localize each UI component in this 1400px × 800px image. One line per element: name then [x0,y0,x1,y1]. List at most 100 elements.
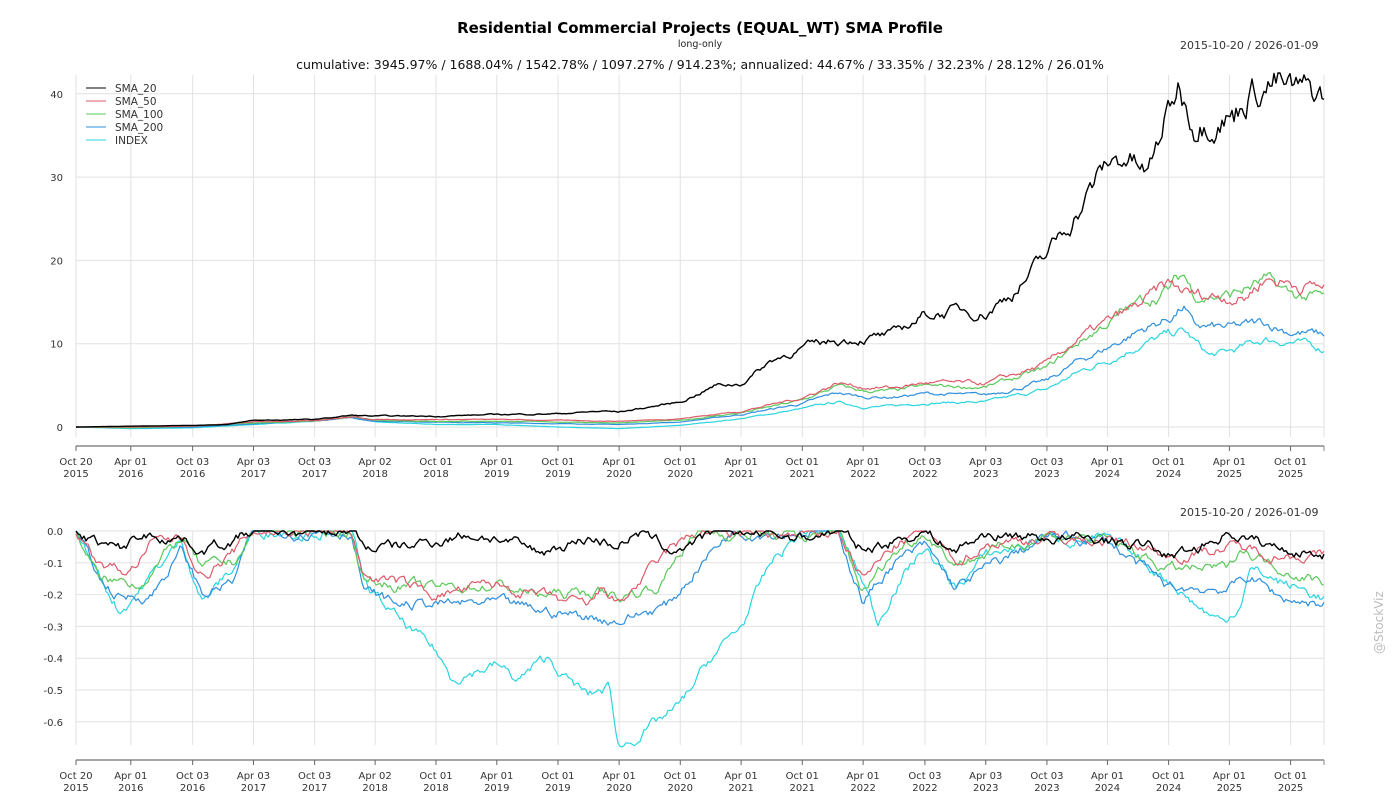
x-tick-label-year: 2020 [668,469,693,480]
x-tick-label: Apr 02 [359,771,392,782]
x-tick-label: Oct 20 [59,771,92,782]
x-tick-label-year: 2022 [912,783,937,794]
x-tick-label: Oct 20 [59,457,92,468]
x-tick-label: Oct 01 [786,771,819,782]
x-tick-label-year: 2019 [545,783,570,794]
x-tick-label-year: 2024 [1156,469,1181,480]
x-tick-label-year: 2022 [912,469,937,480]
x-tick-label: Oct 01 [419,457,452,468]
x-tick-label: Apr 01 [1091,771,1124,782]
chart-subtitle: long-only [677,39,723,50]
x-tick-label-year: 2021 [728,783,753,794]
x-tick-label: Apr 01 [114,457,147,468]
y-tick-label: 0.0 [47,527,63,538]
legend-label: SMA_20 [115,83,157,95]
x-tick-label-year: 2017 [241,469,266,480]
x-tick-label-year: 2025 [1217,783,1242,794]
x-tick-label: Oct 01 [664,457,697,468]
y-tick-label: 20 [50,256,63,267]
x-tick-label: Apr 01 [603,771,636,782]
y-tick-label: 40 [50,90,63,101]
series-line-sma-50 [76,278,1325,428]
x-tick-label-year: 2021 [790,783,815,794]
x-tick-label-year: 2016 [118,469,143,480]
x-tick-label: Oct 03 [1030,771,1063,782]
y-tick-label: -0.1 [43,559,63,570]
x-tick-label-year: 2022 [850,783,875,794]
x-tick-label-year: 2016 [180,783,205,794]
y-tick-label: -0.5 [43,686,63,697]
x-tick-label: Oct 03 [176,771,209,782]
x-tick-label-year: 2020 [668,783,693,794]
date-range-bottom: 2015-10-20 / 2026-01-09 [1180,506,1319,519]
x-tick-label-year: 2016 [118,783,143,794]
x-tick-label-year: 2023 [1034,469,1059,480]
x-tick-label-year: 2017 [241,783,266,794]
x-tick-label-year: 2023 [973,469,998,480]
x-tick-label: Oct 01 [786,457,819,468]
x-tick-label-year: 2018 [362,783,387,794]
x-tick-label-year: 2015 [63,469,88,480]
x-tick-label: Apr 02 [359,457,392,468]
x-tick-label: Apr 01 [725,771,758,782]
y-tick-label: 0 [57,423,63,434]
x-tick-label: Oct 01 [1274,771,1307,782]
legend-label: INDEX [115,135,148,147]
x-tick-label-year: 2020 [606,469,631,480]
x-tick-label-year: 2025 [1278,469,1303,480]
y-tick-label: 10 [50,340,63,351]
x-tick-label: Apr 03 [237,771,270,782]
x-tick-label-year: 2025 [1278,783,1303,794]
y-tick-label: -0.6 [43,718,63,729]
y-tick-label: -0.4 [43,654,63,665]
x-tick-label-year: 2018 [423,469,448,480]
y-tick-label: -0.2 [43,591,63,602]
legend-label: SMA_50 [115,96,157,108]
series-line-sma-20 [75,530,1325,560]
x-tick-label-year: 2020 [606,783,631,794]
x-tick-label: Oct 01 [664,771,697,782]
x-tick-label-year: 2024 [1095,469,1120,480]
x-tick-label-year: 2023 [1034,783,1059,794]
series-line-sma-200 [75,530,1325,626]
x-tick-label-year: 2024 [1095,783,1120,794]
y-tick-label: 30 [50,173,63,184]
x-tick-label: Apr 01 [480,771,513,782]
x-tick-label-year: 2019 [545,469,570,480]
x-tick-label: Oct 01 [419,771,452,782]
x-tick-label: Apr 01 [1213,771,1246,782]
x-tick-label: Apr 01 [480,457,513,468]
x-tick-label-year: 2018 [423,783,448,794]
legend-label: SMA_200 [115,122,163,134]
x-tick-label: Oct 01 [541,771,574,782]
x-tick-label: Oct 03 [1030,457,1063,468]
x-tick-label: Apr 01 [725,457,758,468]
x-tick-label-year: 2022 [850,469,875,480]
x-tick-label-year: 2017 [302,783,327,794]
x-tick-label: Oct 03 [908,771,941,782]
x-tick-label: Apr 01 [1213,457,1246,468]
x-tick-label: Apr 01 [114,771,147,782]
x-tick-label: Apr 01 [847,771,880,782]
series-line-index [75,327,1325,430]
x-tick-label-year: 2019 [484,783,509,794]
x-tick-label-year: 2017 [302,469,327,480]
x-tick-label-year: 2016 [180,469,205,480]
chart-title: Residential Commercial Projects (EQUAL_W… [457,19,943,37]
x-tick-label-year: 2018 [362,469,387,480]
series-line-sma-100 [76,271,1325,429]
x-tick-label-year: 2023 [973,783,998,794]
date-range-top: 2015-10-20 / 2026-01-09 [1180,39,1319,52]
x-tick-label-year: 2025 [1217,469,1242,480]
x-tick-label-year: 2019 [484,469,509,480]
x-tick-label: Oct 01 [1152,457,1185,468]
x-tick-label: Apr 01 [603,457,636,468]
x-tick-label: Oct 03 [298,457,331,468]
legend-label: SMA_100 [115,109,163,121]
x-tick-label: Oct 01 [1152,771,1185,782]
y-tick-label: -0.3 [43,622,63,633]
x-tick-label: Apr 01 [1091,457,1124,468]
x-tick-label: Oct 01 [1274,457,1307,468]
x-tick-label-year: 2021 [790,469,815,480]
